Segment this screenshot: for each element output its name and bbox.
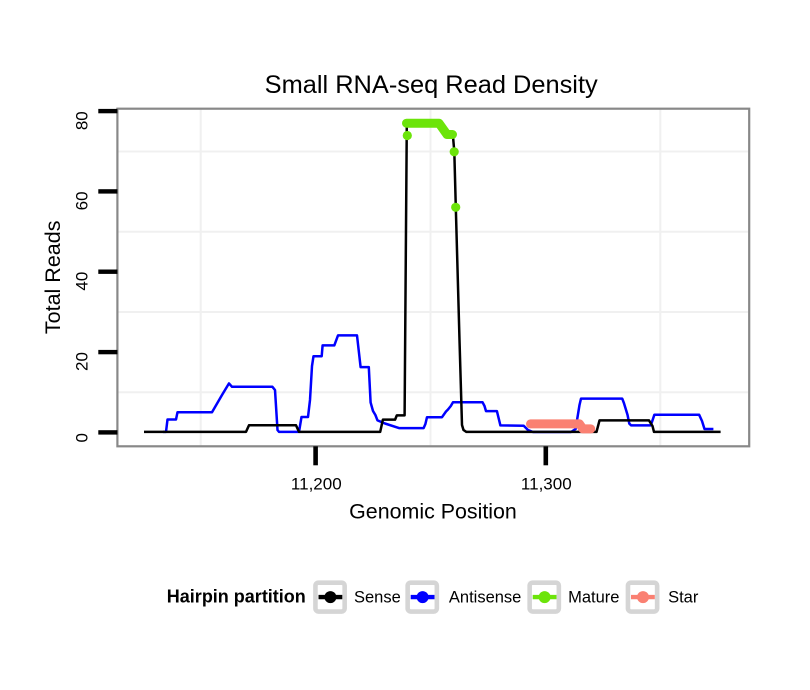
svg-text:20: 20 bbox=[72, 352, 91, 371]
svg-text:Sense: Sense bbox=[354, 588, 401, 606]
svg-text:11,300: 11,300 bbox=[521, 475, 572, 494]
svg-text:Hairpin partition: Hairpin partition bbox=[167, 586, 306, 606]
svg-text:0: 0 bbox=[72, 433, 91, 442]
svg-text:Mature: Mature bbox=[568, 588, 619, 606]
svg-text:11,200: 11,200 bbox=[291, 475, 342, 494]
svg-text:Total Reads: Total Reads bbox=[41, 221, 65, 335]
svg-text:40: 40 bbox=[72, 272, 91, 291]
svg-text:80: 80 bbox=[72, 111, 91, 130]
svg-text:Antisense: Antisense bbox=[449, 588, 521, 606]
svg-text:Small RNA-seq Read Density: Small RNA-seq Read Density bbox=[265, 71, 598, 99]
svg-text:60: 60 bbox=[72, 191, 91, 210]
svg-text:Star: Star bbox=[668, 588, 699, 606]
svg-text:Genomic Position: Genomic Position bbox=[349, 500, 517, 524]
